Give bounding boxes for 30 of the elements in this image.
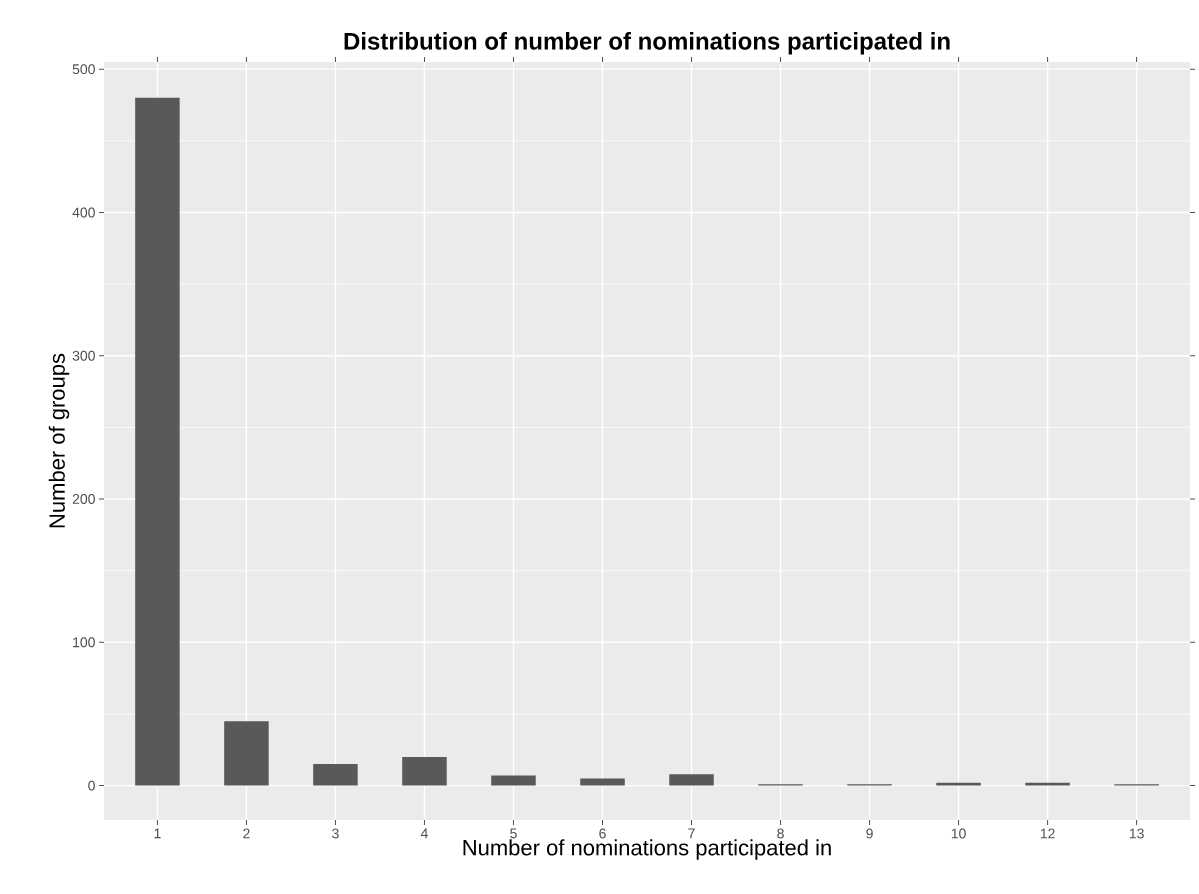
y-tick-label: 300	[72, 350, 95, 361]
y-tick-label: 500	[72, 64, 95, 75]
x-axis-title: Number of nominations participated in	[463, 839, 831, 860]
x-tick-label: 9	[866, 828, 873, 839]
x-tick-label: 12	[1040, 828, 1055, 839]
x-tick-label: 1	[154, 828, 161, 839]
bar	[936, 782, 981, 786]
bar	[580, 778, 625, 786]
x-tick-label: 10	[951, 828, 966, 839]
x-tick-label: 13	[1129, 828, 1144, 839]
x-tick-label: 4	[420, 828, 428, 839]
x-tick-label: 3	[332, 828, 339, 839]
y-tick-label: 100	[73, 637, 95, 648]
bar	[402, 756, 447, 786]
x-tick-label: 7	[688, 828, 695, 839]
y-tick-label: 0	[88, 780, 95, 791]
y-tick-label: 400	[72, 207, 95, 218]
bar	[1025, 782, 1070, 786]
bar	[491, 775, 536, 786]
chart-title: Distribution of number of nominations participated in	[344, 32, 950, 55]
y-axis-title: Number of groups	[48, 353, 70, 528]
bar	[669, 774, 714, 786]
bar	[135, 97, 180, 786]
x-tick-label: 8	[777, 828, 784, 839]
bar	[224, 721, 269, 786]
bar	[313, 764, 358, 786]
x-tick-label: 5	[510, 828, 517, 839]
y-tick-label: 200	[72, 494, 95, 504]
x-tick-label: 2	[243, 828, 250, 839]
x-tick-label: 6	[599, 828, 606, 839]
